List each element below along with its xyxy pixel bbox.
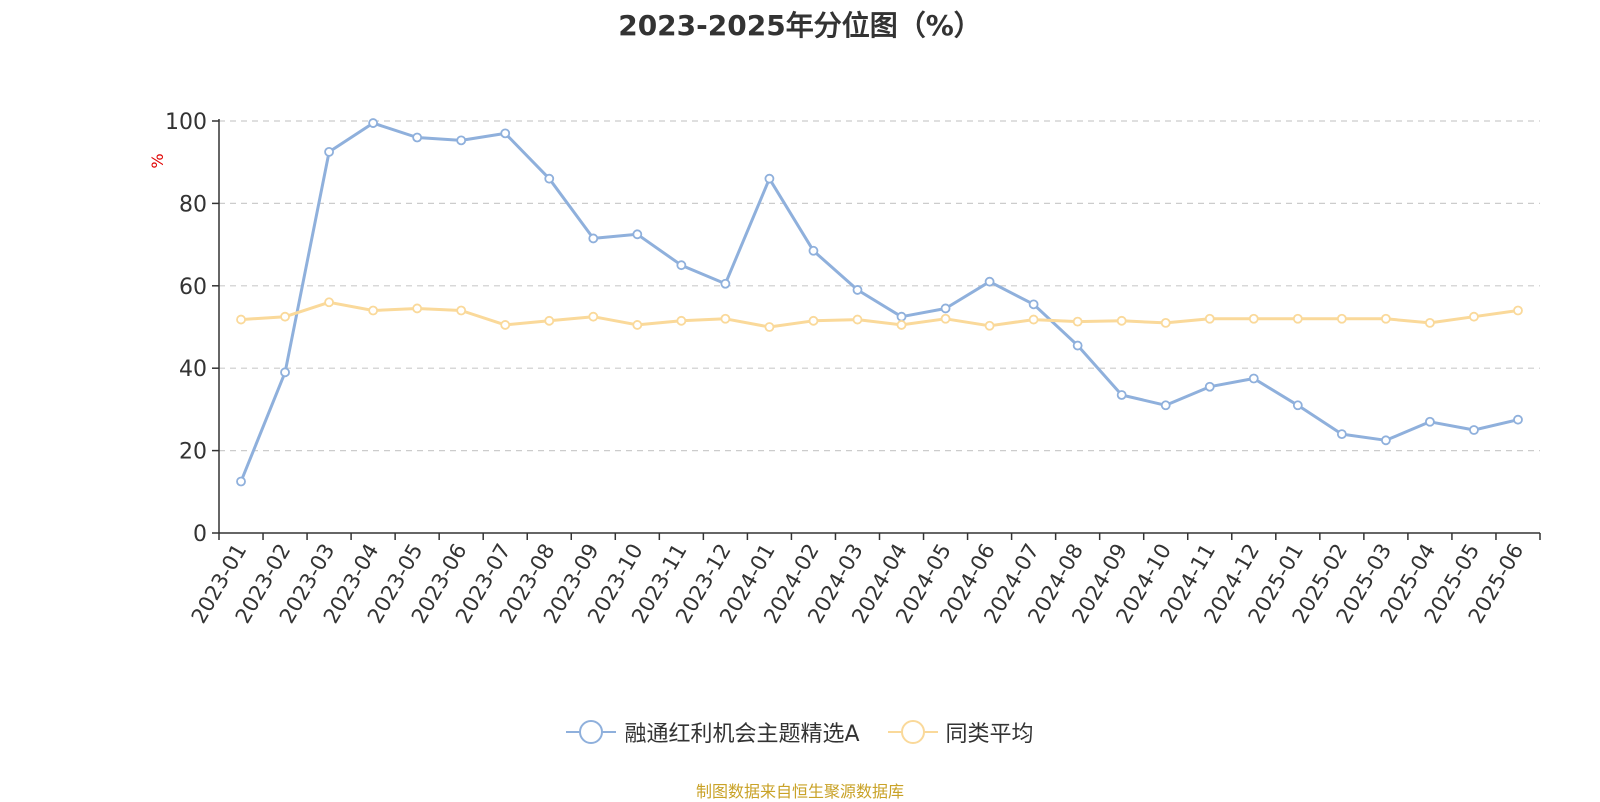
data-point (720, 313, 731, 324)
data-point (1292, 313, 1303, 324)
y-tick-label: 100 (165, 110, 207, 135)
data-point (1028, 314, 1039, 325)
data-point (852, 314, 863, 325)
legend: 融通红利机会主题精选A 同类平均 (0, 716, 1600, 748)
data-point (412, 303, 423, 314)
y-tick-label: 40 (179, 357, 207, 382)
data-point (324, 297, 334, 308)
data-point (940, 303, 951, 314)
data-point (280, 311, 290, 322)
data-point (1425, 416, 1435, 427)
data-point (1248, 373, 1259, 384)
chart-title: 2023-2025年分位图（%） (618, 9, 982, 42)
line-chart: 020406080100%2023-012023-022023-032023-0… (148, 110, 1541, 627)
data-point (1469, 425, 1479, 435)
data-point (1248, 313, 1259, 324)
data-point (764, 322, 775, 332)
data-point (500, 128, 511, 139)
data-point (1116, 390, 1127, 400)
series-line (239, 121, 1519, 483)
data-point (368, 118, 379, 128)
data-point (808, 245, 819, 256)
data-point (1072, 316, 1083, 327)
data-point (720, 278, 731, 289)
legend-symbol-icon (566, 719, 617, 745)
data-point (984, 276, 995, 287)
source-note: 制图数据来自恒生聚源数据库 (695, 782, 904, 801)
data-point (1072, 340, 1083, 351)
data-point (632, 229, 643, 240)
data-point (456, 135, 467, 146)
legend-item-average[interactable]: 同类平均 (887, 716, 1034, 748)
legend-symbol-icon (887, 719, 938, 745)
y-tick-label: 0 (193, 522, 207, 547)
data-point (764, 173, 775, 184)
data-point (1425, 317, 1435, 328)
data-point (412, 132, 423, 143)
data-point (808, 315, 819, 326)
data-point (236, 476, 246, 487)
data-point (896, 311, 907, 322)
data-point (500, 320, 511, 330)
data-point (984, 320, 995, 331)
data-point (368, 305, 379, 316)
data-point (940, 313, 951, 324)
data-point (236, 314, 246, 325)
data-point (280, 367, 290, 378)
data-point (676, 260, 687, 271)
data-point (632, 320, 643, 330)
y-tick-label: 60 (179, 275, 207, 300)
data-point (1380, 313, 1391, 324)
data-point (1469, 311, 1479, 322)
legend-item-fund[interactable]: 融通红利机会主题精选A (566, 716, 860, 748)
data-point (1028, 299, 1039, 310)
y-axis-label: % (148, 153, 167, 168)
series (236, 118, 1523, 487)
series-1 (236, 297, 1523, 332)
data-point (1336, 313, 1347, 324)
y-tick-label: 80 (179, 192, 207, 217)
data-point (1380, 435, 1391, 446)
series-0 (236, 118, 1523, 487)
y-tick-label: 20 (179, 440, 207, 465)
data-point (1160, 317, 1171, 328)
legend-label: 融通红利机会主题精选A (624, 722, 860, 747)
legend-label: 同类平均 (945, 722, 1034, 747)
data-point (1204, 313, 1215, 324)
data-point (544, 173, 555, 184)
series-line (240, 300, 1519, 329)
data-point (676, 315, 687, 326)
data-point (588, 233, 599, 244)
data-point (588, 311, 599, 322)
data-point (324, 146, 334, 157)
data-point (1513, 305, 1523, 316)
data-point (1336, 429, 1347, 440)
gridlines (219, 120, 1540, 452)
data-point (896, 320, 907, 330)
data-point (852, 285, 863, 295)
data-point (1292, 400, 1303, 411)
data-point (544, 315, 555, 326)
data-point (456, 305, 467, 316)
data-point (1513, 414, 1523, 425)
data-point (1160, 400, 1171, 411)
data-point (1116, 315, 1127, 326)
data-point (1204, 381, 1215, 392)
